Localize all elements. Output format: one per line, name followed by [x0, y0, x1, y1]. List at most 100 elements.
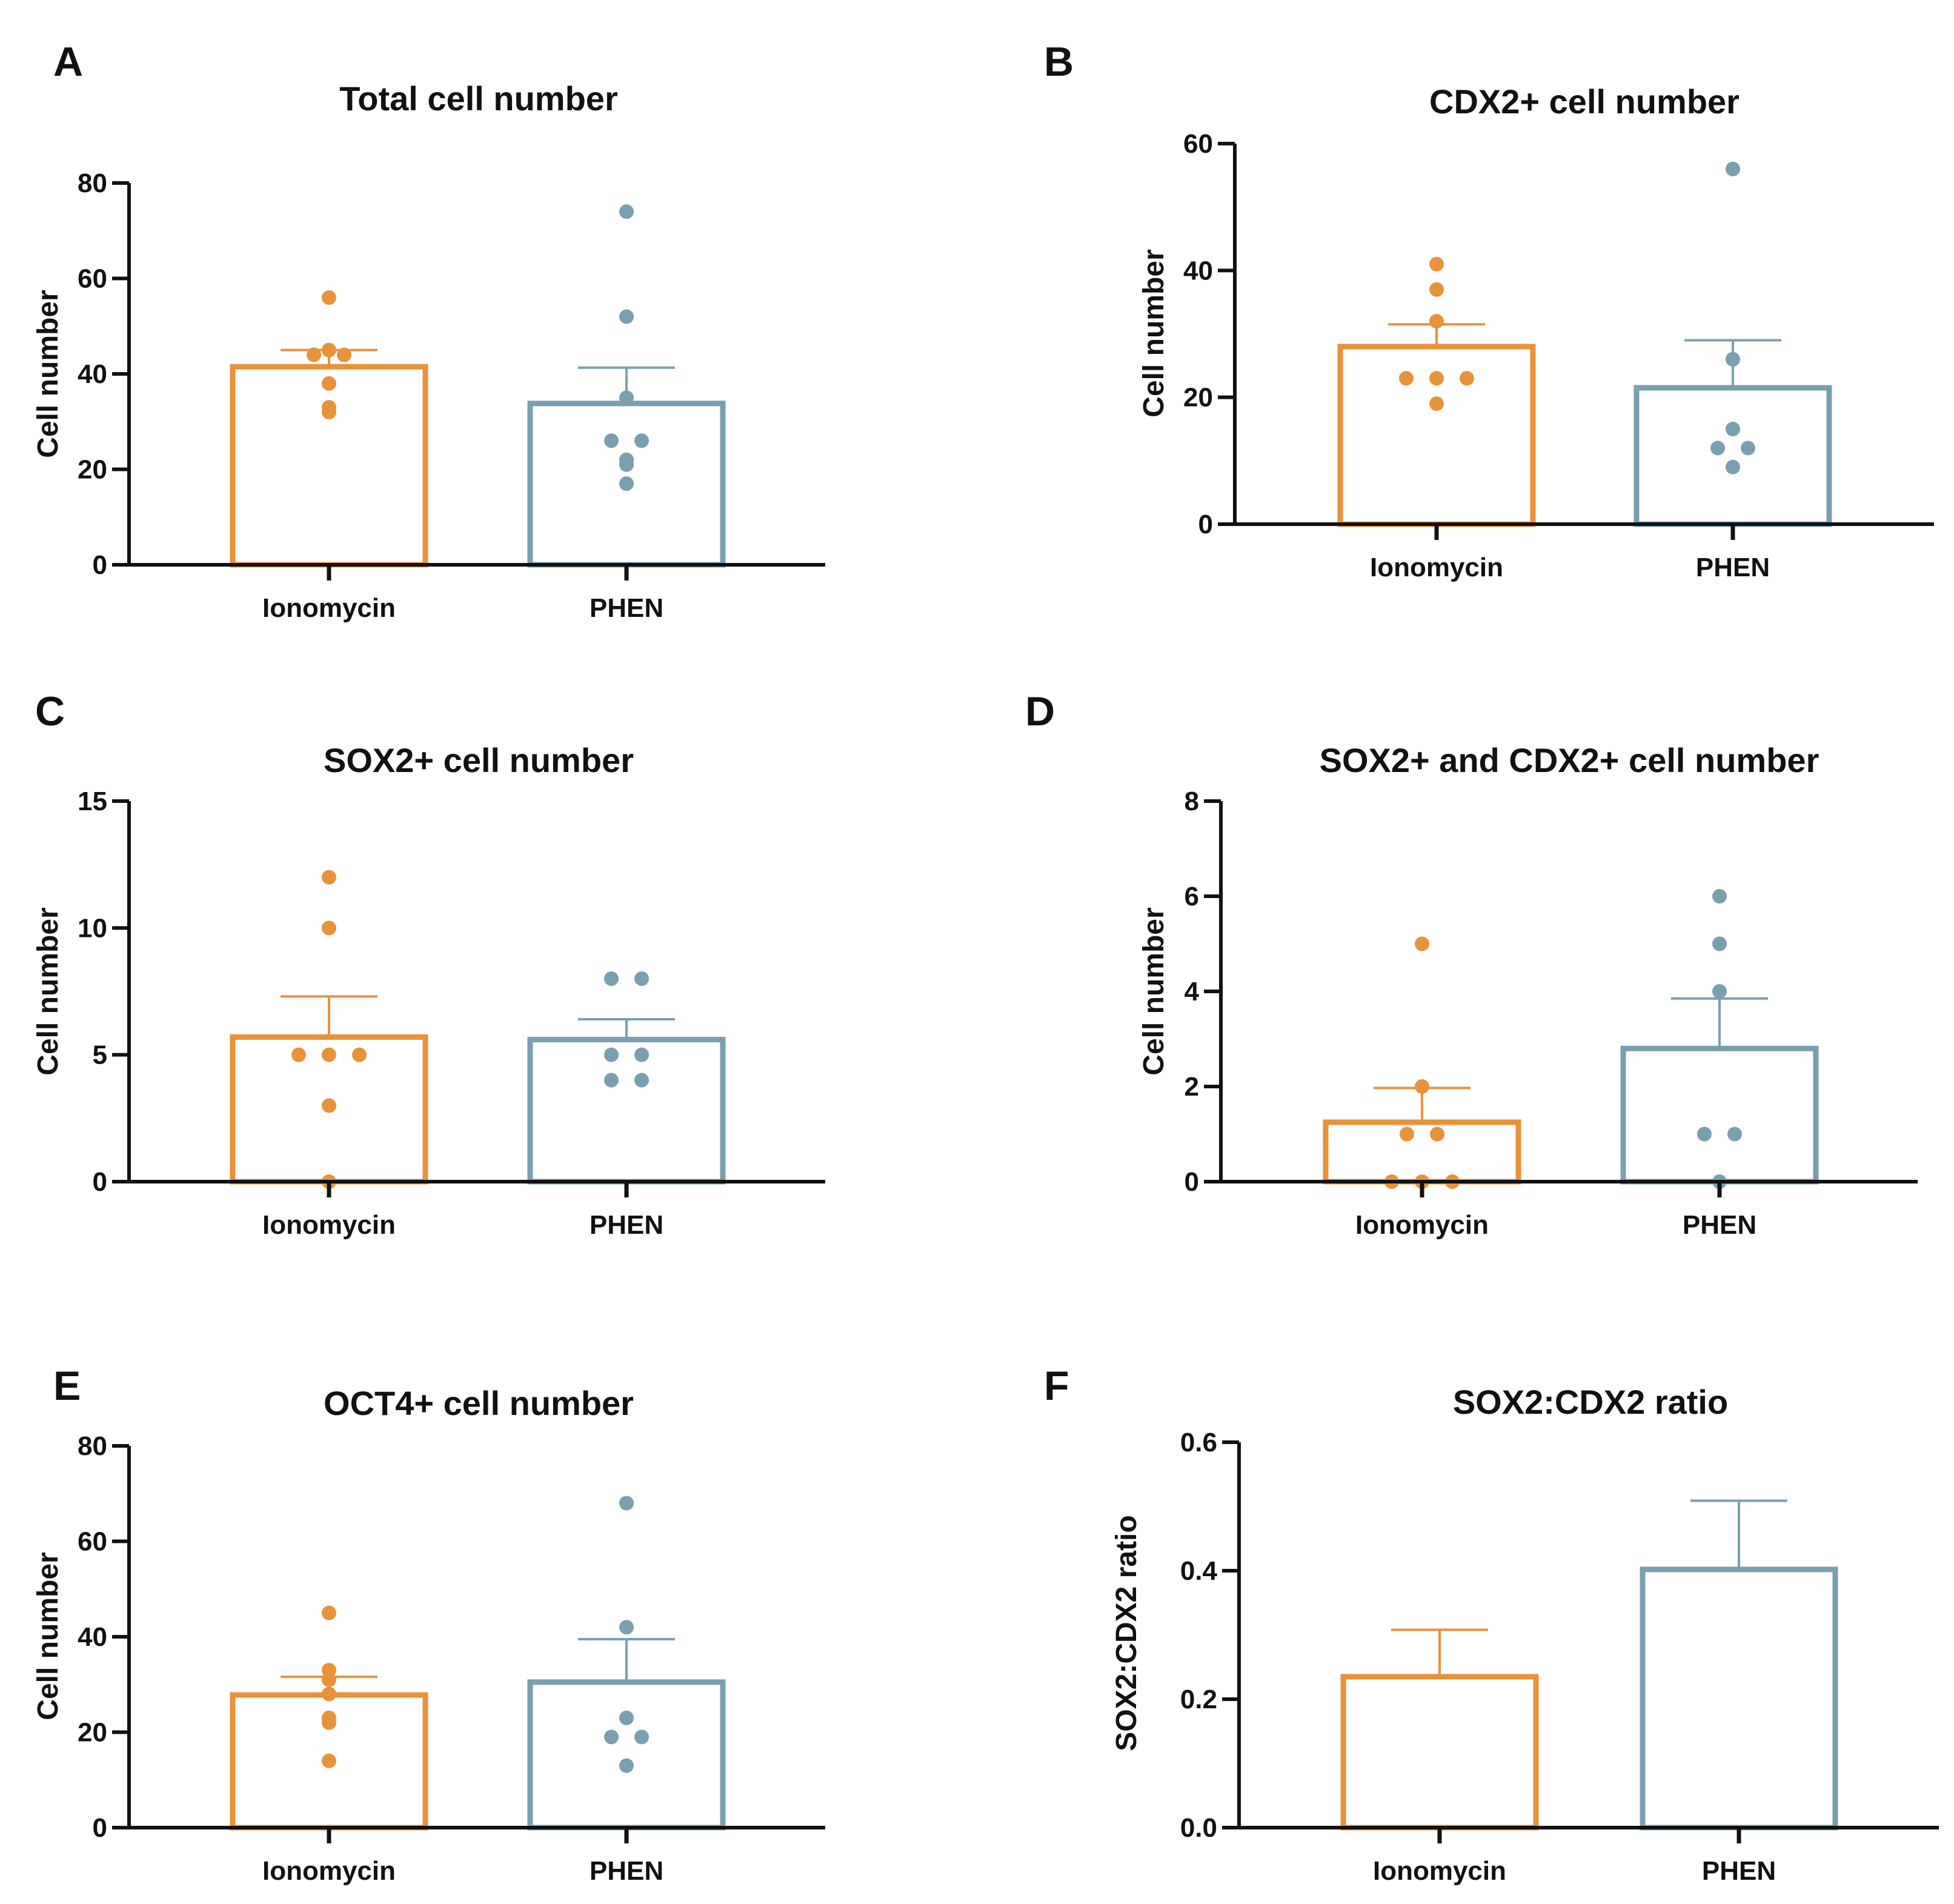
chart-title: OCT4+ cell number: [324, 1384, 634, 1422]
y-axis-title: SOX2:CDX2 ratio: [1111, 1515, 1143, 1751]
x-tick-label: Ionomycin: [1355, 1210, 1489, 1240]
bar: [230, 364, 428, 568]
y-tick-label: 0.0: [1180, 1813, 1217, 1843]
data-point: [1710, 441, 1725, 456]
data-point: [604, 433, 619, 448]
panel-letter: B: [1044, 39, 1074, 85]
data-point: [1726, 422, 1740, 436]
x-tick-label: Ionomycin: [1370, 553, 1503, 582]
data-point: [322, 1047, 336, 1062]
data-point: [1712, 984, 1727, 999]
data-point: [322, 1715, 336, 1730]
data-point: [1430, 1127, 1444, 1142]
data-point: [604, 1729, 619, 1745]
data-point: [1726, 459, 1740, 474]
y-tick-label: 40: [78, 1622, 107, 1652]
data-point: [1399, 371, 1414, 386]
series-phen: [1620, 889, 1819, 1189]
y-tick-label: 6: [1185, 882, 1199, 911]
data-point: [1429, 314, 1444, 329]
y-tick-label: 15: [78, 787, 107, 816]
data-point: [1727, 1127, 1742, 1142]
bar: [527, 1037, 726, 1185]
x-tick-label: PHEN: [1683, 1210, 1756, 1240]
y-tick-label: 10: [78, 913, 107, 943]
bar: [1640, 1566, 1838, 1831]
y-axis-title: Cell number: [32, 290, 64, 458]
data-point: [1429, 371, 1444, 386]
series-phen: [527, 1496, 726, 1831]
data-point: [1460, 371, 1474, 386]
bar: [1633, 385, 1832, 527]
y-axis-title: Cell number: [1138, 249, 1170, 417]
chart-title: Total cell number: [339, 79, 617, 118]
x-tick-label: PHEN: [1702, 1856, 1776, 1886]
data-point: [1429, 396, 1444, 411]
y-axis-title: Cell number: [32, 907, 64, 1075]
panel-b: B CDX2+ cell number Cell number 0 20 40 60 Iono…: [1044, 39, 1934, 582]
x-tick-label: PHEN: [590, 1210, 663, 1240]
data-point: [634, 1729, 649, 1745]
data-point: [604, 1073, 619, 1088]
data-point: [1726, 161, 1740, 176]
panel-f: F SOX2:CDX2 ratio SOX2:CDX2 ratio 0.0 0.2 0.4…: [1044, 1363, 1939, 1886]
data-point: [619, 390, 634, 405]
data-point: [634, 1073, 649, 1088]
bar: [1323, 1119, 1521, 1185]
data-point: [337, 347, 351, 362]
y-tick-label: 0: [1198, 510, 1213, 539]
x-tick-label: PHEN: [590, 593, 663, 623]
y-tick-label: 0: [93, 550, 107, 580]
series-ionomycin: [230, 290, 428, 568]
y-tick-label: 20: [1183, 383, 1213, 413]
y-tick-label: 4: [1185, 977, 1200, 1007]
panel-a: A Total cell number Cell number 0 20 40 60 80 Io…: [32, 39, 825, 623]
x-tick-label: PHEN: [590, 1856, 663, 1886]
bar: [1620, 1045, 1819, 1185]
x-tick-label: PHEN: [1696, 553, 1770, 582]
y-tick-label: 60: [78, 1527, 107, 1557]
data-point: [619, 204, 634, 219]
chart-title: SOX2+ and CDX2+ cell number: [1320, 741, 1819, 779]
panel-letter: E: [53, 1363, 81, 1409]
series-ionomycin: [1340, 1628, 1539, 1831]
data-point: [634, 971, 649, 987]
data-point: [1741, 441, 1755, 456]
data-point: [1415, 1079, 1429, 1094]
y-tick-label: 40: [1183, 256, 1213, 285]
data-point: [322, 1686, 336, 1702]
data-point: [634, 433, 649, 448]
panel-letter: C: [35, 688, 65, 734]
series-ionomycin: [230, 870, 428, 1189]
data-point: [322, 376, 336, 391]
data-point: [604, 1047, 619, 1062]
panel-c: C SOX2+ cell number Cell number 0 5 10 15 Ionom…: [32, 688, 825, 1240]
data-point: [619, 1710, 634, 1725]
y-tick-label: 80: [78, 168, 107, 198]
series-ionomycin: [230, 1605, 428, 1831]
y-tick-label: 0.6: [1180, 1428, 1217, 1457]
y-tick-label: 0: [1185, 1167, 1199, 1197]
data-point: [322, 1672, 336, 1687]
series-phen: [527, 971, 726, 1185]
chart-title: SOX2:CDX2 ratio: [1453, 1383, 1728, 1421]
chart-title: CDX2+ cell number: [1429, 82, 1740, 121]
data-point: [619, 1496, 634, 1511]
series-phen: [1633, 161, 1832, 527]
bar: [527, 1679, 726, 1831]
y-tick-label: 40: [78, 359, 107, 389]
data-point: [291, 1047, 306, 1062]
chart-title: SOX2+ cell number: [324, 741, 634, 779]
x-tick-label: Ionomycin: [262, 593, 396, 623]
data-point: [1415, 936, 1429, 951]
y-tick-label: 0: [93, 1813, 107, 1843]
x-tick-label: Ionomycin: [1373, 1856, 1506, 1886]
y-tick-label: 80: [78, 1431, 107, 1461]
data-point: [322, 870, 336, 885]
y-tick-label: 20: [78, 1718, 107, 1748]
data-point: [634, 1047, 649, 1062]
y-tick-label: 60: [1183, 129, 1213, 159]
data-point: [619, 309, 634, 324]
data-point: [307, 347, 321, 362]
y-tick-label: 0.2: [1180, 1685, 1217, 1714]
